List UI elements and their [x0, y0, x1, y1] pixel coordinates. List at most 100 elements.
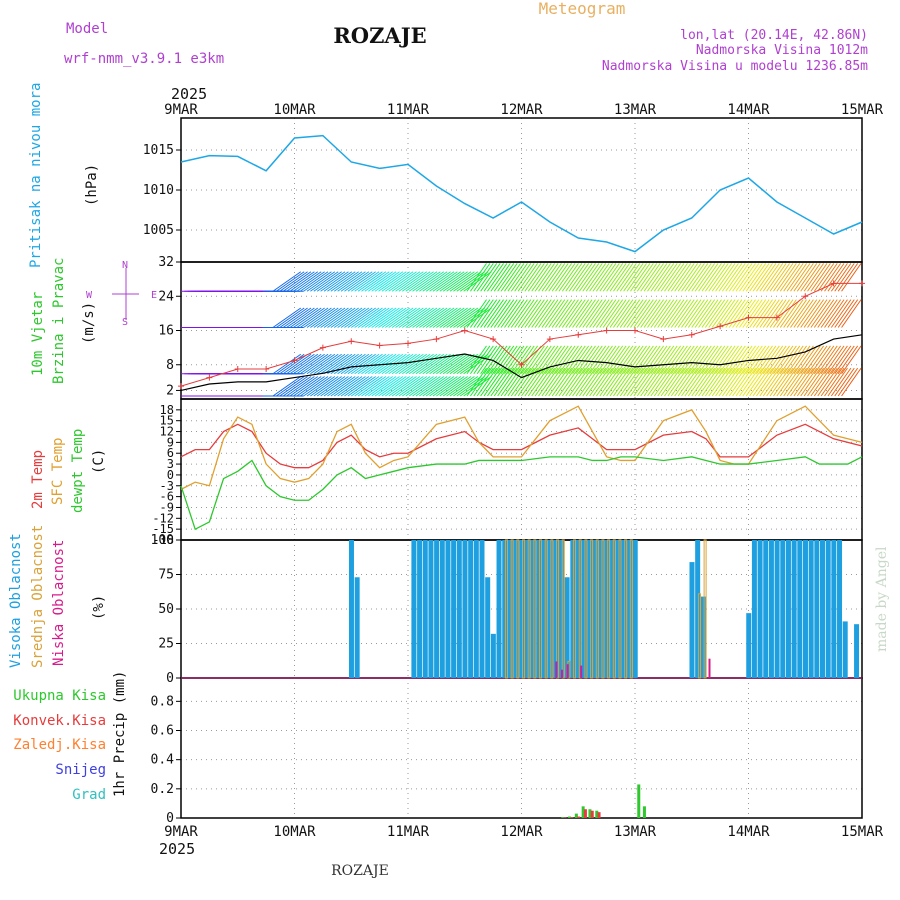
total-rain-bar [637, 784, 641, 818]
wind-arrow [402, 376, 431, 397]
mid-cloud-bar [550, 539, 554, 679]
wind-arrow [272, 307, 302, 328]
wind-arrow [272, 271, 302, 292]
high-cloud-bar [797, 540, 803, 678]
wind-arrow [347, 376, 376, 397]
wind-arrow [306, 307, 336, 328]
wind-arrow [817, 263, 838, 292]
high-cloud-bar [825, 540, 831, 678]
wind-arrow [739, 263, 760, 292]
ytick-label: 0.8 [151, 694, 174, 709]
wind-arrow [487, 367, 508, 397]
ytick-label: 0.4 [151, 753, 175, 768]
high-cloud-bar [490, 633, 496, 678]
mid-cloud-bar [601, 539, 605, 679]
wind-arrow [303, 307, 332, 328]
wind-arrow [762, 263, 784, 292]
wind-arrow [306, 376, 336, 397]
wind-arrow [558, 263, 579, 292]
wind-arrow [330, 376, 359, 397]
wind-arrow [483, 367, 504, 397]
mid-cloud-bar [590, 539, 594, 679]
wind-arrow [385, 376, 414, 397]
ytick-label: 1005 [143, 223, 174, 238]
wind-arrow [718, 345, 739, 375]
wind-arrow [330, 271, 359, 292]
wind-arrow [619, 345, 641, 375]
wind-arrow [565, 345, 586, 375]
wind-arrow [643, 263, 664, 292]
high-cloud-bar [774, 540, 780, 678]
wind-arrow [596, 299, 617, 328]
high-cloud-bar [479, 540, 485, 678]
date-label-bottom: 12MAR [500, 824, 543, 840]
gust-marker [178, 383, 184, 390]
wind-arrow [807, 299, 828, 328]
wind-arrow [279, 271, 308, 292]
gust-marker [348, 338, 355, 345]
wind-arrow [725, 367, 746, 397]
wind-arrow [725, 345, 746, 375]
model-elevation: Nadmorska Visina u modelu 1236.85m [602, 59, 868, 74]
wind-arrow [402, 271, 431, 292]
wind-arrow [762, 367, 784, 397]
high-cloud-bar [785, 540, 791, 678]
wind-arrow [510, 345, 532, 375]
wind-arrow [664, 367, 685, 397]
high-cloud-bar [598, 540, 604, 678]
date-label-top: 12MAR [500, 102, 543, 118]
wind-arrow [830, 345, 852, 375]
wind-arrow [333, 353, 363, 375]
ytick-label: -18 [152, 533, 174, 547]
wind-arrow [827, 345, 848, 375]
wind-arrow [684, 367, 705, 397]
wind-arrow [296, 353, 325, 375]
wind-arrow [347, 307, 376, 328]
wind-arrow [395, 271, 424, 292]
wind-arrow [473, 367, 494, 397]
wind-arrow [742, 263, 763, 292]
wind-arrow [350, 353, 380, 375]
wind-arrow [391, 271, 421, 292]
wind-arrow [616, 345, 637, 375]
pressure-labels: Pritisak na nivou mora (hPa) [28, 83, 100, 268]
wind-arrow [561, 299, 583, 328]
ytick-label: 2 [166, 383, 174, 398]
wind-arrow [732, 345, 753, 375]
wind-arrow [725, 263, 746, 292]
wind-arrow [521, 263, 542, 292]
wind-arrow [385, 353, 414, 375]
wind-arrow [276, 271, 305, 292]
gust-marker [291, 357, 298, 364]
wind-arrow [388, 376, 417, 397]
wind-arrow [544, 263, 566, 292]
total-rain-bar [574, 813, 578, 818]
wind-arrow [344, 307, 373, 328]
wind-arrow [793, 367, 814, 397]
high-cloud-bar [593, 540, 599, 678]
wind-arrow [327, 307, 356, 328]
mid-cloud-bar [573, 539, 577, 679]
wind-arrow [602, 263, 624, 292]
wind-arrow [303, 271, 332, 292]
wind-arrow [320, 307, 349, 328]
wind-arrow [752, 263, 773, 292]
wind-arrow [745, 263, 767, 292]
high-cloud-bar [434, 540, 440, 678]
wind-arrow [504, 299, 525, 328]
wind-arrow [476, 299, 498, 328]
high-cloud-bar [519, 540, 525, 678]
wind-arrow [681, 299, 702, 328]
wind-arrow [728, 345, 750, 375]
wind-arrow [510, 263, 532, 292]
high-cloud-bar [768, 540, 774, 678]
wind-arrow [721, 299, 743, 328]
wind-arrow [623, 299, 644, 328]
wind-arrow [408, 353, 438, 375]
wind-arrow [487, 299, 508, 328]
wind-arrow [276, 307, 305, 328]
wind-arrow [558, 345, 579, 375]
wind-arrow [606, 345, 627, 375]
wind-arrow [677, 263, 699, 292]
wind-arrow [344, 376, 373, 397]
